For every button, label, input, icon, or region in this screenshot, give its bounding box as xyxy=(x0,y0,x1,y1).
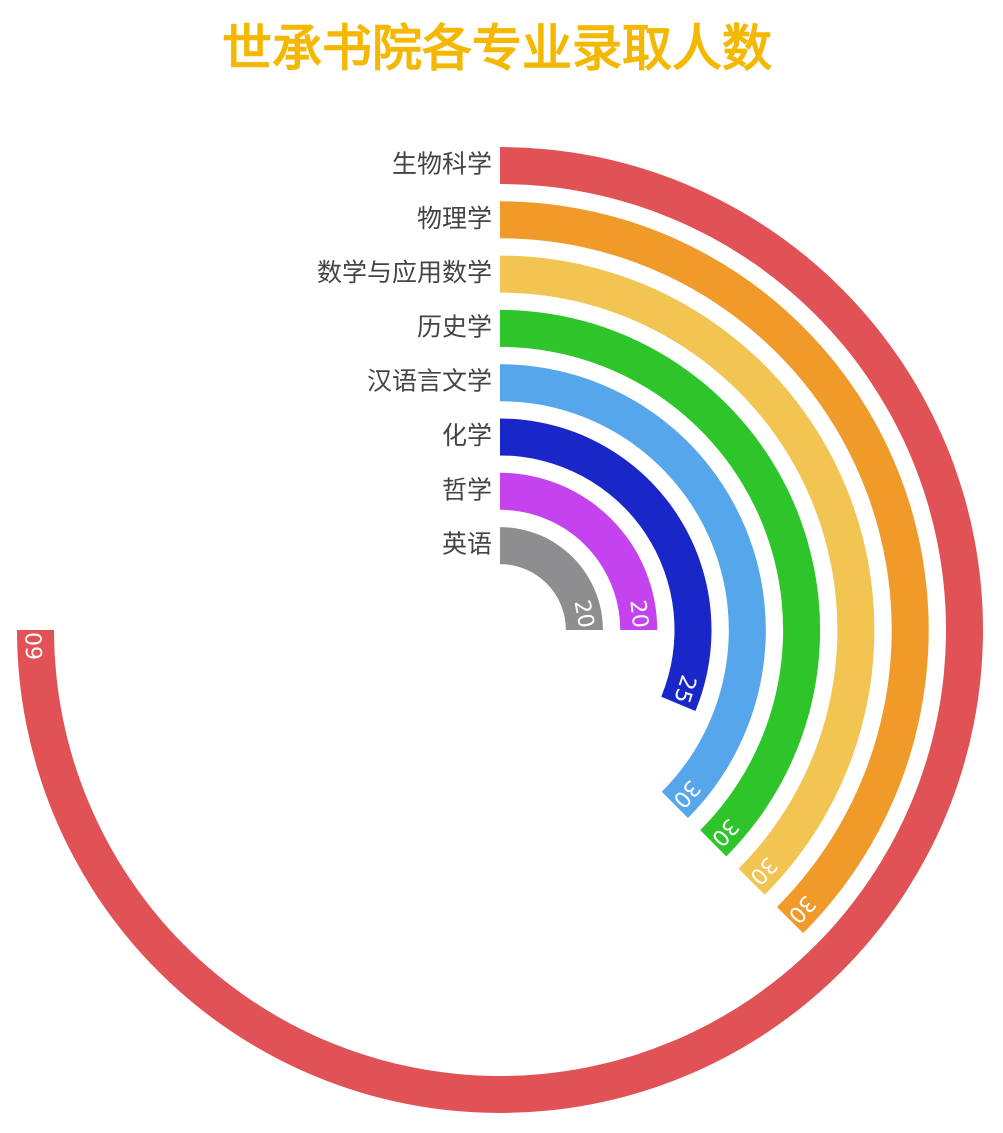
bar xyxy=(500,255,875,895)
bar xyxy=(500,527,603,630)
bar xyxy=(500,309,821,857)
category-label: 哲学 xyxy=(442,475,492,504)
category-label: 数学与应用数学 xyxy=(317,258,492,287)
category-label: 化学 xyxy=(442,421,492,450)
bar xyxy=(500,201,929,934)
value-label: 20 xyxy=(624,599,652,630)
bar xyxy=(500,418,712,711)
category-label: 历史学 xyxy=(417,312,492,341)
value-label: 60 xyxy=(22,632,48,661)
category-label: 汉语言文学 xyxy=(367,367,492,396)
bar xyxy=(500,472,658,630)
chart-title: 世承书院各专业录取人数 xyxy=(222,20,772,78)
category-label: 物理学 xyxy=(417,204,492,233)
category-label: 英语 xyxy=(442,530,492,559)
value-label: 20 xyxy=(568,598,598,630)
category-label: 生物科学 xyxy=(392,150,492,179)
bar xyxy=(500,364,766,818)
